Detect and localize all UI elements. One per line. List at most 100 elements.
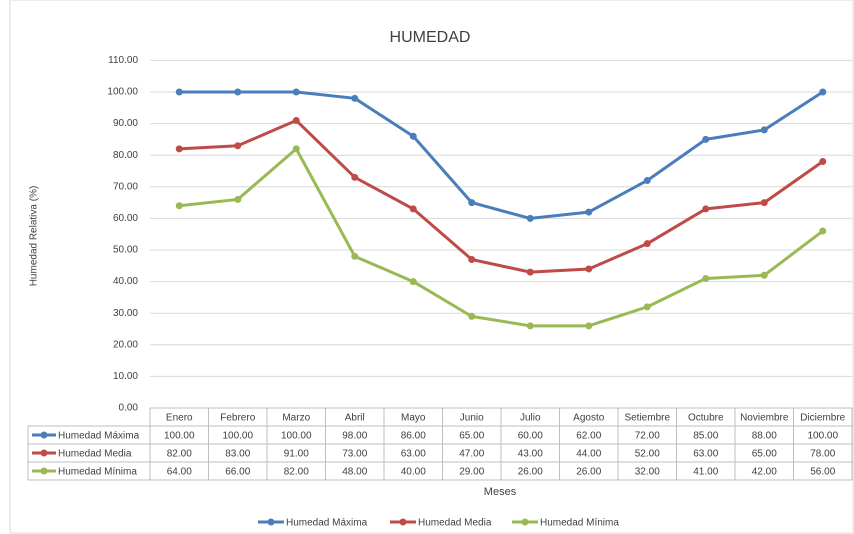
table-series-name: Humedad Máxima: [58, 431, 140, 442]
y-tick-label: 10.00: [113, 371, 138, 382]
x-tick-label: Julio: [520, 413, 541, 424]
table-value: 100.00: [807, 431, 838, 442]
table-value: 100.00: [222, 431, 253, 442]
point: [702, 135, 710, 143]
x-tick-label: Junio: [460, 413, 484, 424]
point: [702, 274, 710, 282]
table-key-marker: [40, 431, 48, 439]
point: [292, 88, 300, 96]
y-tick-label: 100.00: [107, 87, 138, 98]
point: [585, 265, 593, 273]
x-tick-label: Octubre: [688, 413, 724, 424]
point: [526, 214, 534, 222]
legend-label: Humedad Máxima: [286, 518, 368, 529]
y-tick-label: 60.00: [113, 213, 138, 224]
table-value: 66.00: [225, 467, 250, 478]
table-value: 56.00: [810, 467, 835, 478]
point: [409, 278, 417, 286]
table-value: 91.00: [284, 449, 309, 460]
table-value: 63.00: [401, 449, 426, 460]
table-value: 83.00: [225, 449, 250, 460]
y-tick-label: 30.00: [113, 308, 138, 319]
point: [526, 268, 534, 276]
point: [643, 176, 651, 184]
table-value: 85.00: [693, 431, 718, 442]
table-series-name: Humedad Media: [58, 449, 132, 460]
x-tick-label: Noviembre: [740, 413, 789, 424]
table-value: 86.00: [401, 431, 426, 442]
x-tick-label: Diciembre: [800, 413, 845, 424]
table-value: 100.00: [281, 431, 312, 442]
y-tick-label: 70.00: [113, 181, 138, 192]
table-value: 65.00: [459, 431, 484, 442]
table-value: 48.00: [342, 467, 367, 478]
point: [760, 199, 768, 207]
x-tick-label: Enero: [166, 413, 193, 424]
table-series-name: Humedad Mínima: [58, 467, 137, 478]
x-tick-label: Febrero: [220, 413, 255, 424]
y-axis-label: Humedad Relativa (%): [29, 186, 40, 287]
table-value: 73.00: [342, 449, 367, 460]
y-tick-label: 20.00: [113, 339, 138, 350]
y-tick-label: 50.00: [113, 245, 138, 256]
table-value: 47.00: [459, 449, 484, 460]
point: [819, 158, 827, 166]
legend-marker: [267, 518, 275, 526]
point: [819, 227, 827, 235]
point: [351, 252, 359, 260]
point: [819, 88, 827, 96]
chart-area: [9, 0, 854, 534]
point: [175, 88, 183, 96]
table-value: 43.00: [518, 449, 543, 460]
y-tick-label: 40.00: [113, 276, 138, 287]
y-tick-label: 80.00: [113, 150, 138, 161]
x-tick-label: Mayo: [401, 413, 426, 424]
point: [643, 240, 651, 248]
point: [409, 132, 417, 140]
y-tick-label: 110.00: [108, 55, 138, 66]
x-tick-label: Abril: [345, 413, 365, 424]
point: [234, 195, 242, 203]
legend-marker: [399, 518, 407, 526]
x-tick-label: Marzo: [282, 413, 310, 424]
point: [351, 94, 359, 102]
y-tick-label: 90.00: [113, 118, 138, 129]
legend-label: Humedad Mínima: [540, 518, 619, 529]
table-key-marker: [40, 467, 48, 475]
table-value: 41.00: [693, 467, 718, 478]
point: [760, 126, 768, 134]
x-tick-label: Setiembre: [624, 413, 670, 424]
point: [234, 88, 242, 96]
table-value: 88.00: [752, 431, 777, 442]
point: [409, 205, 417, 213]
series-line: [179, 90, 824, 220]
point: [643, 303, 651, 311]
table-value: 63.00: [693, 449, 718, 460]
point: [292, 145, 300, 153]
point: [760, 271, 768, 279]
point: [175, 202, 183, 210]
series-line: [179, 118, 824, 274]
table-value: 40.00: [401, 467, 426, 478]
x-axis-label: Meses: [484, 486, 517, 498]
point: [468, 199, 476, 207]
table-value: 82.00: [167, 449, 192, 460]
y-tick-label: 0.00: [119, 403, 139, 414]
point: [234, 142, 242, 150]
legend-label: Humedad Media: [418, 518, 492, 529]
table-value: 65.00: [752, 449, 777, 460]
table-value: 42.00: [752, 467, 777, 478]
point: [468, 312, 476, 320]
table-value: 60.00: [518, 431, 543, 442]
table-value: 26.00: [576, 467, 601, 478]
table-value: 44.00: [576, 449, 601, 460]
table-value: 29.00: [459, 467, 484, 478]
point: [585, 322, 593, 330]
point: [468, 255, 476, 263]
point: [585, 208, 593, 216]
table-value: 78.00: [810, 449, 835, 460]
point: [526, 322, 534, 330]
table-value: 64.00: [167, 467, 192, 478]
table-value: 62.00: [576, 431, 601, 442]
